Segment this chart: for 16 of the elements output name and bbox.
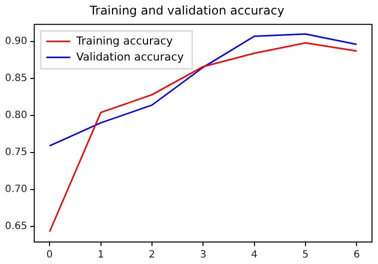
x-tick-label: 2 [148, 250, 156, 261]
y-tick-label: 0.65 [5, 221, 28, 232]
x-tick-label: 4 [251, 250, 258, 261]
x-tick-label: 3 [200, 250, 206, 261]
y-tick-label: 0.75 [5, 147, 28, 158]
y-tick-label: 0.85 [5, 73, 28, 84]
chart-title: Training and validation accuracy [88, 3, 284, 18]
x-tick-label: 5 [302, 250, 309, 261]
x-tick-label: 6 [353, 250, 360, 261]
y-tick-label: 0.70 [5, 184, 28, 196]
y-tick-label: 0.90 [5, 36, 28, 48]
x-tick-label: 0 [46, 250, 53, 261]
y-tick-label: 0.80 [5, 110, 28, 122]
legend-label: Validation accuracy [76, 50, 184, 64]
legend-label: Training accuracy [75, 34, 174, 48]
x-tick-label: 1 [98, 250, 104, 261]
